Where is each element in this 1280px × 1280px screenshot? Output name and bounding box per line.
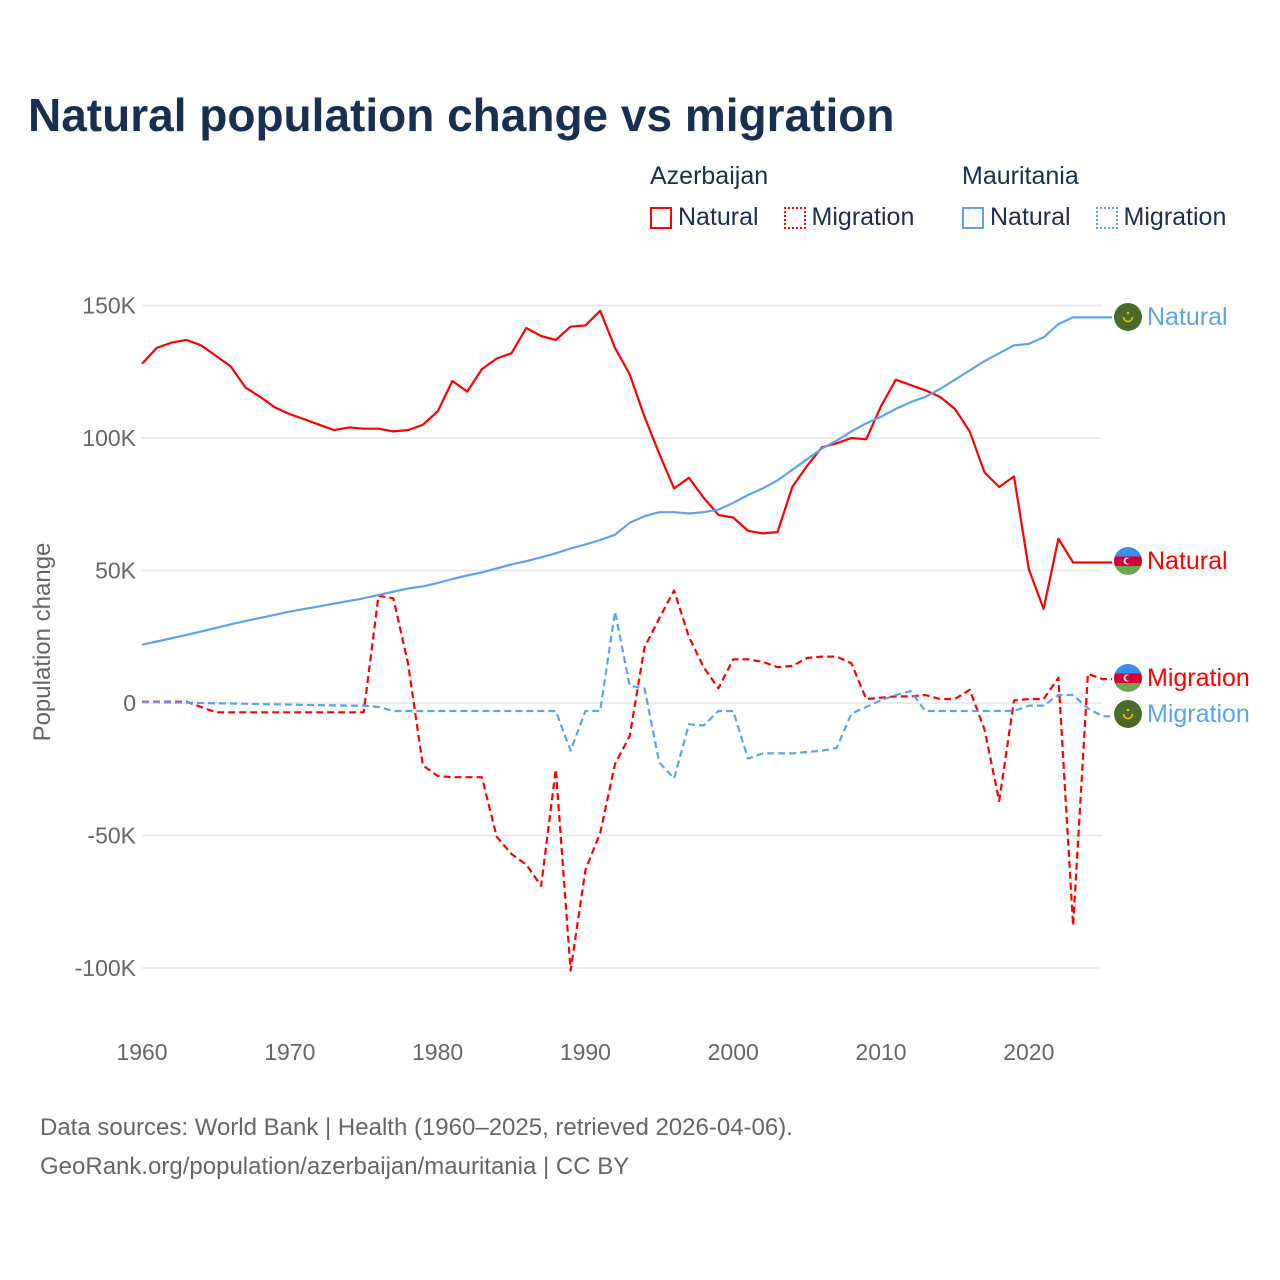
x-tick-label: 1990 (560, 1039, 611, 1065)
series-line-mauritania-natural[interactable] (141, 316, 1112, 646)
end-label-azerbaijan-migration: Migration (1147, 664, 1250, 692)
y-tick-label: 150K (82, 293, 136, 319)
y-tick-label: -50K (87, 823, 136, 849)
series-line-mauritania-migration[interactable] (142, 610, 1112, 780)
x-tick-label: 1970 (264, 1039, 315, 1065)
legend-swatch-dotted-icon (783, 206, 806, 229)
y-tick-label: 50K (95, 558, 137, 584)
x-tick-label: 2020 (1003, 1039, 1054, 1065)
legend-swatch-dotted-icon (1095, 206, 1118, 229)
legend-swatch-solid-icon (650, 206, 672, 229)
mauritania-flag-icon (1114, 700, 1142, 728)
x-tick-label: 1960 (116, 1039, 167, 1065)
azerbaijan-flag-icon (1114, 664, 1142, 692)
legend-item-mauritania-migration[interactable]: Migration (1095, 203, 1227, 232)
mauritania-flag-icon (1114, 303, 1142, 331)
chart-title: Natural population change vs migration (28, 89, 895, 141)
legend-group-azerbaijan: Azerbaijan Natural Migration (650, 162, 932, 236)
end-label-mauritania-natural: Natural (1147, 303, 1228, 331)
x-tick-label: 2000 (708, 1039, 759, 1065)
y-tick-label: 100K (82, 425, 136, 451)
azerbaijan-flag-icon (1114, 547, 1142, 575)
series-lines (141, 309, 1112, 972)
legend-item-mauritania-natural[interactable]: Natural (962, 203, 1071, 232)
legend-label: Natural (990, 203, 1071, 231)
y-axis-ticks: 150K 100K 50K 0 -50K -100K (75, 293, 137, 982)
legend-swatch-solid-icon (962, 206, 984, 229)
x-tick-label: 1980 (412, 1039, 463, 1065)
legend-item-azerbaijan-migration[interactable]: Migration (783, 203, 915, 232)
legend-group-name: Mauritania (962, 162, 1079, 190)
legend-label: Migration (1123, 203, 1227, 231)
legend-label: Natural (678, 203, 759, 231)
y-axis-label: Population change (29, 543, 56, 742)
legend-label: Migration (811, 203, 915, 231)
footer-link[interactable]: GeoRank.org/population/azerbaijan/maurit… (40, 1153, 630, 1180)
y-tick-label: 0 (123, 690, 136, 716)
end-label-mauritania-migration: Migration (1147, 700, 1250, 728)
series-line-azerbaijan-natural[interactable] (141, 309, 1112, 610)
y-tick-label: -100K (75, 955, 137, 981)
series-line-azerbaijan-migration[interactable] (142, 589, 1112, 972)
end-label-azerbaijan-natural: Natural (1147, 547, 1228, 575)
legend-group-name: Azerbaijan (650, 162, 769, 190)
footer: Data sources: World Bank | Health (1960–… (40, 1108, 793, 1186)
x-axis-ticks: 1960 1970 1980 1990 2000 2010 2020 (116, 1039, 1054, 1065)
legend-group-mauritania: Mauritania Natural Migration (962, 162, 1226, 236)
grid (142, 304, 1102, 969)
end-labels: Natural Natural Migration Migration (1114, 303, 1250, 728)
footer-sources: Data sources: World Bank | Health (1960–… (40, 1114, 793, 1141)
x-tick-label: 2010 (855, 1039, 906, 1065)
legend-item-azerbaijan-natural[interactable]: Natural (650, 203, 759, 232)
